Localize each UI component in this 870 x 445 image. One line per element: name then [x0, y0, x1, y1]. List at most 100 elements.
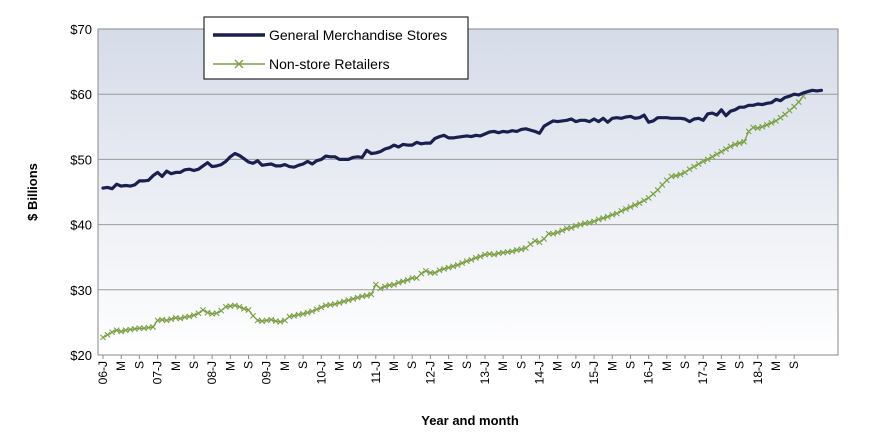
- x-tick-label: 06-J: [96, 361, 110, 384]
- data-point-non-store: [545, 230, 552, 237]
- data-point-non-store: [100, 334, 106, 341]
- data-point-non-store: [350, 295, 357, 302]
- data-point-non-store: [613, 210, 620, 217]
- data-point-non-store: [404, 277, 411, 284]
- data-point-non-store: [654, 187, 661, 194]
- data-point-non-store: [627, 204, 634, 210]
- data-point-non-store: [759, 123, 766, 130]
- x-tick-label: S: [187, 361, 201, 369]
- x-tick-label: 16-J: [642, 361, 656, 384]
- x-tick-label: M: [442, 361, 456, 371]
- data-point-non-store: [722, 145, 729, 152]
- data-point-non-store: [600, 215, 607, 222]
- data-point-non-store: [527, 241, 534, 248]
- data-point-non-store: [700, 158, 707, 165]
- data-point-non-store: [240, 305, 247, 312]
- data-point-non-store: [409, 275, 416, 282]
- data-point-non-store: [341, 298, 347, 305]
- x-axis-title: Year and month: [421, 413, 519, 428]
- data-point-non-store: [113, 327, 120, 334]
- y-axis: $20 $30 $40 $50 $60 $70: [70, 22, 92, 363]
- data-point-non-store: [136, 325, 143, 332]
- data-point-non-store: [632, 202, 638, 209]
- x-tick-label: S: [351, 361, 365, 369]
- data-point-non-store: [572, 222, 579, 229]
- data-point-non-store: [777, 114, 784, 121]
- x-tick-label: M: [551, 361, 565, 371]
- data-point-non-store: [518, 246, 525, 253]
- x-tick-label: M: [332, 361, 346, 371]
- x-tick-label: S: [132, 361, 146, 369]
- data-point-non-store: [568, 224, 575, 231]
- x-tick-label: 09-J: [260, 361, 274, 384]
- data-point-non-store: [763, 121, 770, 128]
- data-point-non-store: [477, 253, 484, 260]
- data-point-non-store: [659, 181, 666, 188]
- data-point-non-store: [195, 310, 202, 317]
- data-point-non-store: [436, 267, 443, 274]
- x-tick-label: 08-J: [205, 361, 219, 384]
- data-point-non-store: [200, 307, 207, 314]
- x-tick-label: M: [278, 361, 292, 371]
- y-tick-label: $30: [70, 283, 92, 298]
- data-point-non-store: [554, 229, 561, 236]
- data-point-non-store: [691, 163, 698, 170]
- data-point-non-store: [609, 211, 616, 218]
- x-tick-label: M: [605, 361, 619, 371]
- data-point-non-store: [413, 275, 420, 282]
- gridlines: [98, 93, 838, 291]
- data-point-non-store: [400, 278, 407, 285]
- data-point-non-store: [468, 256, 475, 263]
- data-point-non-store: [463, 258, 470, 265]
- x-tick-label: 13-J: [478, 361, 492, 384]
- data-point-non-store: [268, 316, 275, 323]
- x-tick-label: 14-J: [533, 361, 547, 384]
- data-point-non-store: [445, 264, 452, 271]
- data-point-non-store: [395, 279, 402, 286]
- x-tick-label: 10-J: [314, 361, 328, 384]
- data-point-non-store: [709, 153, 716, 160]
- data-point-non-store: [509, 248, 516, 255]
- data-point-non-store: [277, 318, 284, 325]
- data-point-non-store: [718, 148, 725, 155]
- x-tick-label: S: [296, 361, 310, 369]
- x-tick-label: M: [769, 361, 783, 371]
- data-point-non-store: [118, 328, 125, 335]
- data-point-non-store: [491, 251, 498, 258]
- data-point-non-store: [231, 302, 238, 309]
- x-tick-label: 17-J: [696, 361, 710, 384]
- data-point-non-store: [459, 260, 466, 267]
- data-point-non-store: [431, 269, 438, 276]
- data-point-non-store: [541, 235, 548, 242]
- data-point-non-store: [213, 310, 220, 317]
- data-point-non-store: [450, 263, 457, 270]
- data-point-non-store: [313, 306, 320, 313]
- x-axis: 06-J M S 07-J M S 08-J M S 09-J M S 10-J M S 11-J M S 12-J…: [96, 355, 801, 384]
- data-point-non-store: [754, 125, 761, 132]
- x-tick-label: 12-J: [423, 361, 437, 384]
- y-tick-label: $60: [70, 87, 92, 102]
- legend-marker-x-icon: [234, 59, 244, 69]
- data-point-non-store: [550, 230, 557, 237]
- x-tick-label: M: [169, 361, 183, 371]
- data-point-non-store: [622, 205, 629, 212]
- x-tick-label: 18-J: [751, 361, 765, 384]
- data-point-non-store: [677, 171, 684, 178]
- data-point-non-store: [177, 315, 184, 322]
- x-tick-label: 11-J: [369, 361, 383, 383]
- data-point-non-store: [245, 307, 252, 314]
- data-point-non-store: [618, 207, 625, 214]
- data-point-non-store: [109, 329, 116, 336]
- data-point-non-store: [577, 221, 584, 228]
- data-point-non-store: [190, 312, 197, 319]
- data-point-non-store: [672, 172, 679, 179]
- data-point-non-store: [727, 143, 734, 150]
- data-point-non-store: [391, 281, 397, 288]
- data-point-non-store: [768, 119, 775, 126]
- data-point-non-store: [368, 291, 375, 298]
- x-tick-label: S: [460, 361, 474, 369]
- data-point-non-store: [336, 299, 343, 306]
- data-point-non-store: [418, 270, 425, 277]
- x-tick-label: M: [223, 361, 237, 371]
- data-point-non-store: [713, 151, 720, 158]
